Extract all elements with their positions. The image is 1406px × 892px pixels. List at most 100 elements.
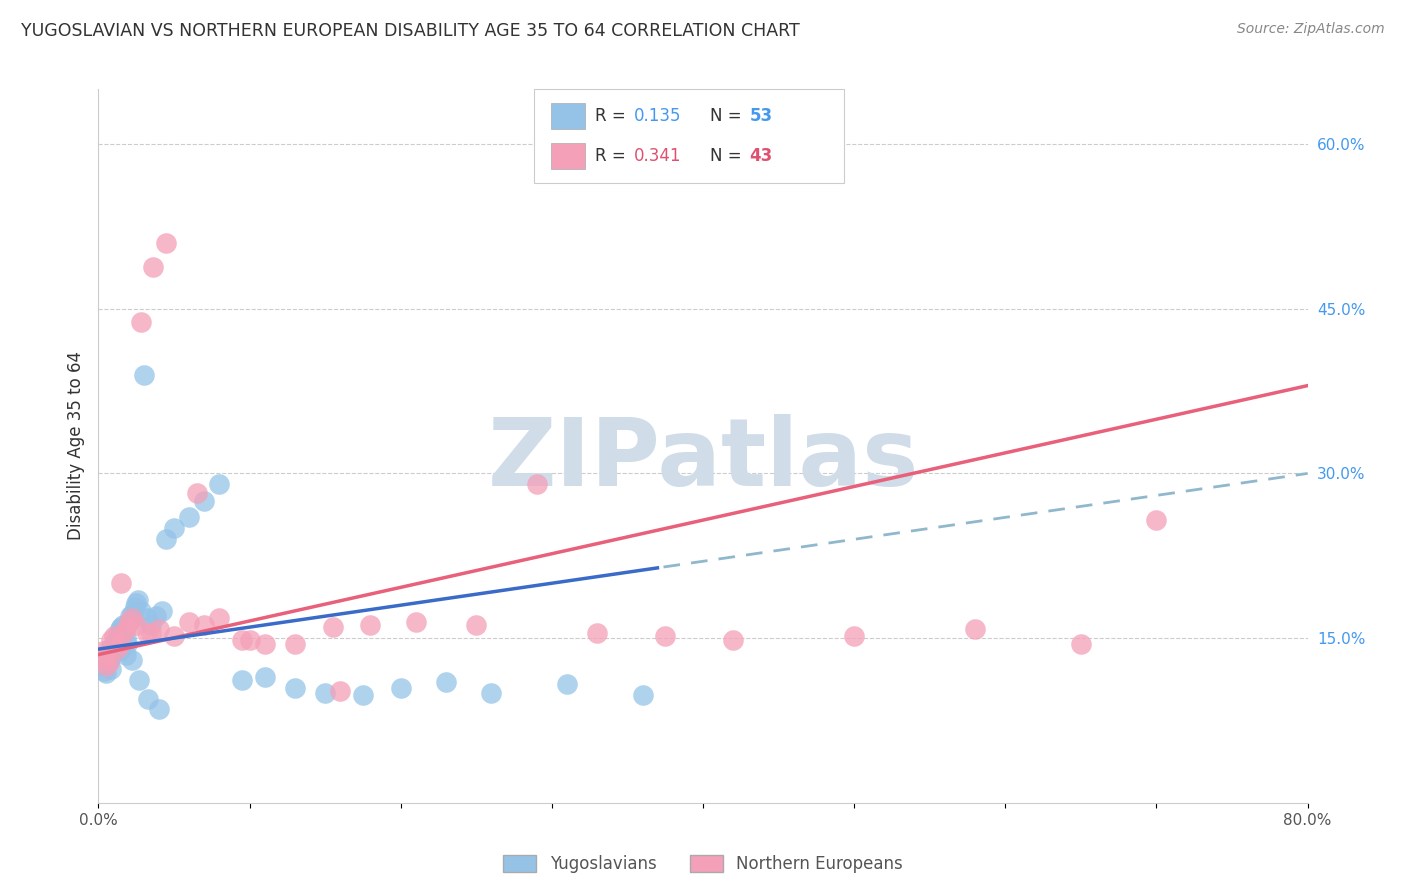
- Point: [129, 604, 152, 618]
- Text: 0.341: 0.341: [634, 147, 682, 165]
- Point: [1070, 637, 1092, 651]
- Text: 0.135: 0.135: [634, 107, 682, 125]
- Text: N =: N =: [710, 107, 747, 125]
- Point: [142, 260, 165, 274]
- Point: [94, 658, 117, 673]
- Point: [110, 620, 132, 634]
- Text: R =: R =: [595, 147, 631, 165]
- Point: [148, 702, 170, 716]
- Point: [654, 629, 676, 643]
- Point: [101, 648, 124, 662]
- Point: [108, 644, 131, 658]
- Text: YUGOSLAVIAN VS NORTHERN EUROPEAN DISABILITY AGE 35 TO 64 CORRELATION CHART: YUGOSLAVIAN VS NORTHERN EUROPEAN DISABIL…: [21, 22, 800, 40]
- Point: [115, 637, 138, 651]
- Point: [141, 625, 163, 640]
- Point: [96, 653, 118, 667]
- Point: [141, 618, 163, 632]
- Point: [105, 633, 128, 648]
- Point: [186, 486, 208, 500]
- Point: [631, 688, 654, 702]
- Point: [844, 629, 866, 643]
- Point: [93, 653, 115, 667]
- Point: [1144, 512, 1167, 526]
- Point: [136, 691, 159, 706]
- Point: [231, 633, 253, 648]
- Point: [104, 644, 127, 658]
- Point: [132, 368, 155, 382]
- Point: [253, 637, 276, 651]
- Point: [128, 673, 150, 687]
- Point: [121, 607, 143, 621]
- Point: [125, 618, 148, 632]
- Point: [91, 644, 114, 658]
- Point: [253, 669, 276, 683]
- Point: [360, 618, 382, 632]
- Point: [112, 625, 135, 640]
- Point: [100, 662, 122, 676]
- Point: [135, 611, 157, 625]
- Point: [103, 629, 125, 643]
- Point: [389, 681, 412, 695]
- Point: [322, 620, 344, 634]
- Point: [111, 618, 134, 632]
- Point: [405, 615, 427, 629]
- Point: [526, 477, 548, 491]
- Point: [179, 510, 201, 524]
- Legend: Yugoslavians, Northern Europeans: Yugoslavians, Northern Europeans: [496, 848, 910, 880]
- Point: [193, 494, 215, 508]
- Y-axis label: Disability Age 35 to 64: Disability Age 35 to 64: [66, 351, 84, 541]
- Point: [284, 637, 307, 651]
- Point: [329, 683, 352, 698]
- Point: [150, 604, 173, 618]
- Point: [98, 655, 121, 669]
- Point: [135, 625, 157, 640]
- Point: [107, 625, 129, 640]
- Text: 43: 43: [749, 147, 773, 165]
- Point: [163, 629, 186, 643]
- Point: [352, 688, 374, 702]
- Point: [125, 596, 148, 610]
- Point: [284, 681, 307, 695]
- Text: N =: N =: [710, 147, 747, 165]
- Text: 53: 53: [749, 107, 772, 125]
- Point: [100, 633, 122, 648]
- Point: [110, 576, 132, 591]
- Point: [118, 615, 141, 629]
- Point: [148, 623, 170, 637]
- Point: [114, 631, 136, 645]
- Point: [465, 618, 488, 632]
- Point: [723, 633, 745, 648]
- Point: [108, 637, 131, 651]
- Point: [114, 623, 136, 637]
- Point: [208, 611, 231, 625]
- Point: [129, 315, 152, 329]
- Point: [96, 648, 118, 662]
- Point: [179, 615, 201, 629]
- Point: [155, 533, 177, 547]
- Point: [586, 625, 609, 640]
- Point: [114, 648, 136, 662]
- Text: R =: R =: [595, 107, 631, 125]
- Point: [122, 611, 145, 625]
- Point: [434, 675, 457, 690]
- Text: ZIPatlas: ZIPatlas: [488, 414, 918, 507]
- Point: [103, 637, 125, 651]
- Point: [314, 686, 336, 700]
- Point: [108, 623, 131, 637]
- Point: [231, 673, 253, 687]
- Point: [208, 477, 231, 491]
- Text: Source: ZipAtlas.com: Source: ZipAtlas.com: [1237, 22, 1385, 37]
- Point: [481, 686, 503, 700]
- Point: [124, 600, 146, 615]
- Point: [120, 609, 142, 624]
- Point: [118, 615, 141, 629]
- Point: [93, 664, 115, 678]
- Point: [193, 618, 215, 632]
- Point: [91, 658, 114, 673]
- Point: [155, 235, 177, 250]
- Point: [555, 677, 578, 691]
- Point: [163, 521, 186, 535]
- Point: [94, 666, 117, 681]
- Point: [965, 623, 987, 637]
- Point: [98, 642, 121, 657]
